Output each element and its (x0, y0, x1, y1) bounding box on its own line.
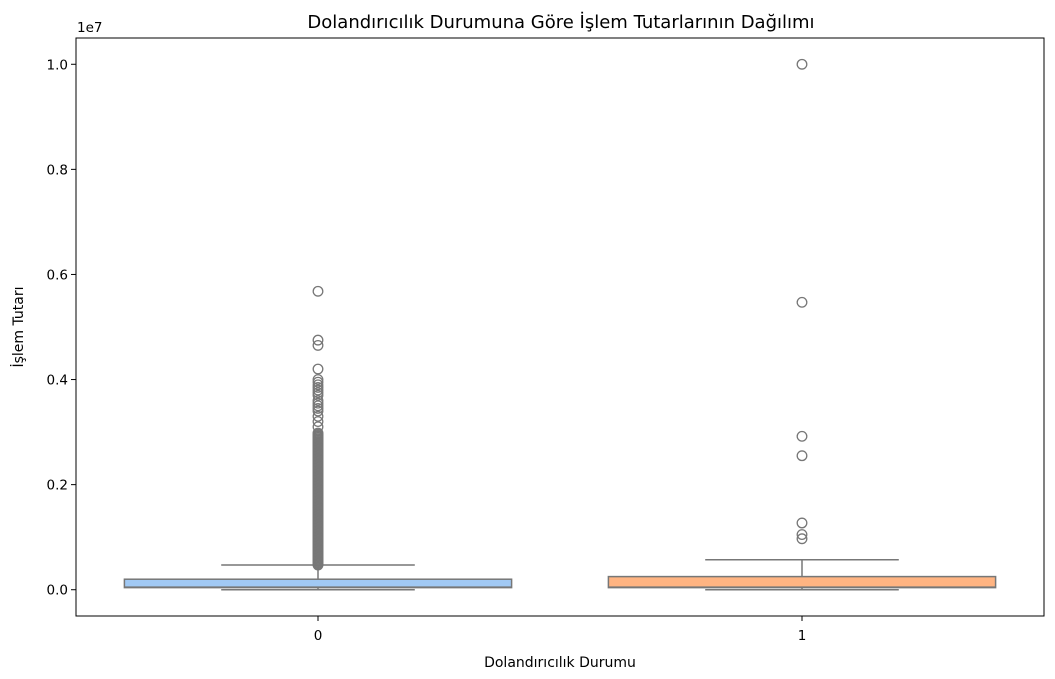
y-tick-label: 0.8 (47, 162, 68, 178)
iqr-box (607, 575, 997, 589)
outlier-point (796, 533, 808, 545)
outlier-point (312, 410, 324, 422)
y-scale-label: 1e7 (77, 20, 102, 36)
x-tick-label: 0 (314, 628, 323, 644)
outlier-point (796, 529, 808, 541)
outlier-point (312, 285, 324, 297)
outlier-point (312, 400, 324, 412)
outlier-point (312, 421, 324, 433)
outlier-point (312, 416, 324, 428)
outlier-point (312, 374, 324, 385)
outlier-point (312, 389, 324, 401)
outlier-point (796, 450, 808, 462)
outlier-point (312, 376, 324, 388)
x-tick-label: 1 (798, 628, 807, 644)
outlier-point (312, 387, 324, 399)
plot-frame (75, 37, 1045, 617)
outlier-point (312, 402, 324, 414)
box-group-1 (607, 58, 997, 591)
y-tick-label: 0.4 (47, 373, 68, 389)
outlier-point (312, 405, 324, 417)
outlier-point (796, 517, 808, 529)
outlier-point (312, 395, 324, 407)
y-tick-label: 0.6 (47, 267, 68, 283)
chart-title: Dolandırıcılık Durumuna Göre İşlem Tutar… (307, 12, 814, 33)
outlier-point (312, 379, 324, 391)
box-series (123, 58, 997, 591)
outlier-point (312, 334, 324, 346)
outlier-point (312, 384, 324, 396)
outlier-point (796, 296, 808, 308)
x-axis-label: Dolandırıcılık Durumu (484, 655, 636, 671)
outlier-point (312, 381, 324, 393)
y-axis-label: İşlem Tutarı (9, 286, 27, 367)
outlier-point (796, 58, 808, 70)
outlier-point (312, 363, 324, 375)
outlier-point (312, 339, 324, 351)
y-tick-label: 0.0 (47, 583, 68, 599)
outlier-point (312, 397, 324, 409)
y-tick-label: 0.2 (47, 478, 68, 494)
y-axis-ticks: 0.0 0.2 0.4 0.6 0.8 1.0 (47, 57, 76, 599)
outlier-point (312, 427, 324, 439)
box-group-0 (123, 285, 513, 591)
outlier-point (796, 430, 808, 442)
y-tick-label: 1.0 (47, 57, 68, 73)
